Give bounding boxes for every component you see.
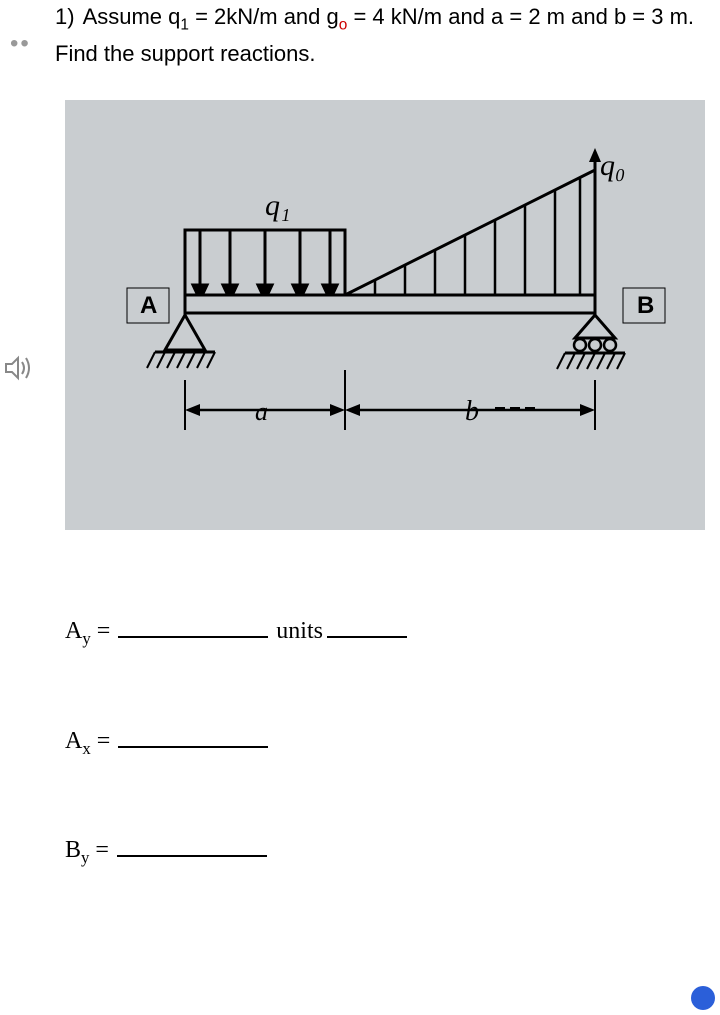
answer-section: Ay = units Ax = By = <box>65 610 700 869</box>
q0-label: q₀ <box>600 149 625 182</box>
question-text: 1)Assume q1 = 2kN/m and go = 4 kN/m and … <box>55 0 700 70</box>
diagram-svg: q₀ q₁ <box>65 100 705 530</box>
answer-by: By = <box>65 829 700 869</box>
ay-units-blank[interactable] <box>327 610 407 639</box>
main-content: 1)Assume q1 = 2kN/m and go = 4 kN/m and … <box>55 0 720 938</box>
blue-corner-dot <box>691 986 715 1010</box>
beam-diagram: q₀ q₁ <box>65 100 705 530</box>
a-label: A <box>140 292 157 319</box>
ax-value-blank[interactable] <box>118 719 268 748</box>
dim-b: b <box>465 396 479 427</box>
ay-value-blank[interactable] <box>118 610 268 639</box>
dots-icon: •• <box>10 30 31 58</box>
answer-ax: Ax = <box>65 719 700 759</box>
sound-icon <box>0 350 36 394</box>
units-label: units <box>276 618 323 645</box>
answer-ay: Ay = units <box>65 610 700 650</box>
dim-a: a <box>255 397 268 426</box>
q1-label: q₁ <box>265 189 290 222</box>
left-sidebar: •• <box>0 0 40 1015</box>
b-label: B <box>637 292 654 319</box>
by-value-blank[interactable] <box>117 829 267 858</box>
question-number: 1) <box>55 0 75 33</box>
